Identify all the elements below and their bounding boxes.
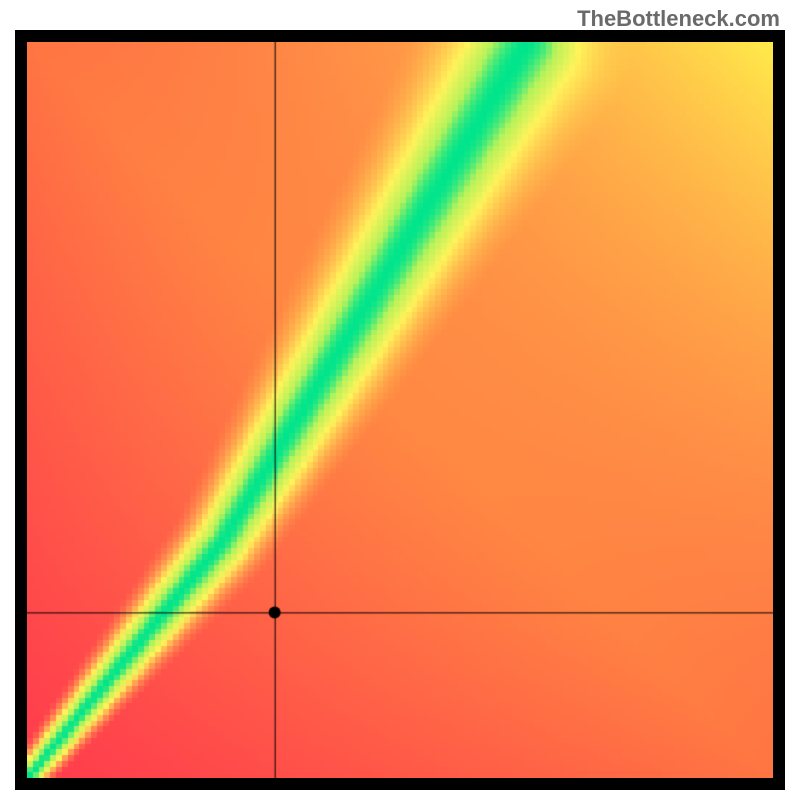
plot-area (27, 42, 773, 778)
heatmap-canvas (27, 42, 773, 778)
watermark-text: TheBottleneck.com (577, 6, 780, 32)
chart-frame (15, 30, 785, 790)
